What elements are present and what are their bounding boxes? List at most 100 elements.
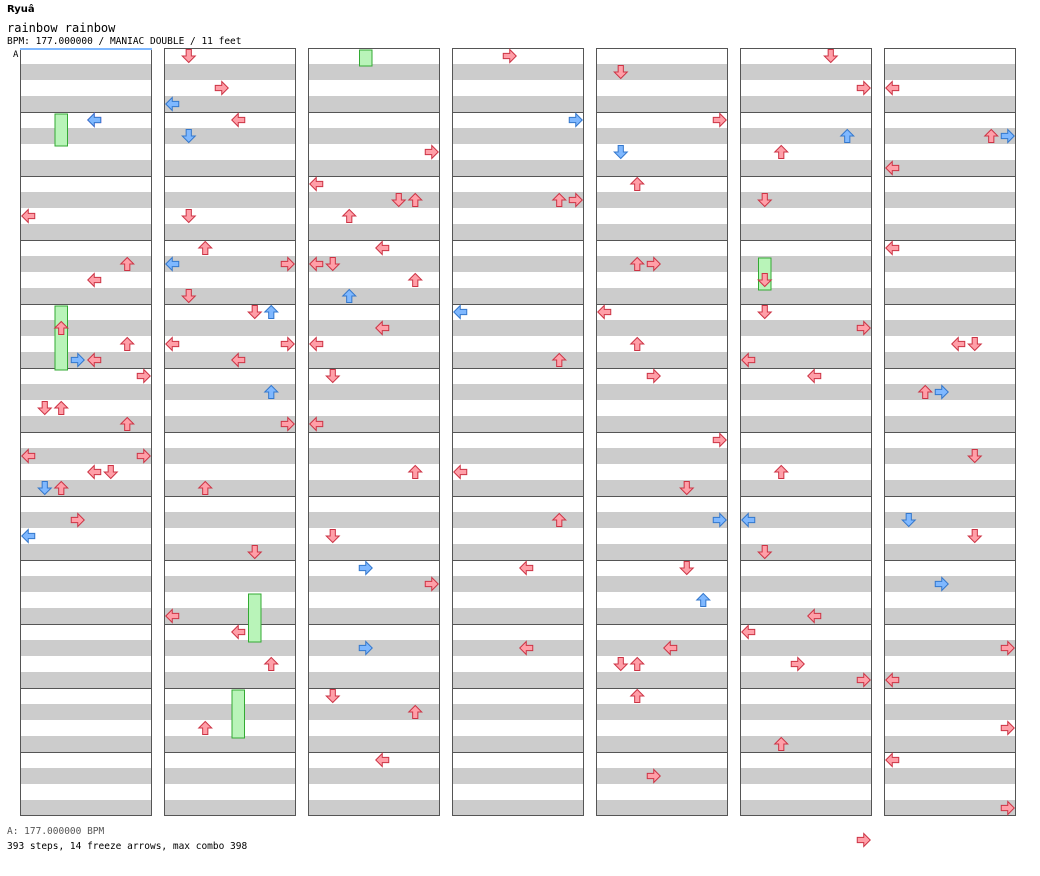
beat-row	[308, 400, 440, 416]
beat-row	[740, 560, 872, 576]
step-arrow	[263, 384, 279, 399]
step-arrow	[263, 656, 279, 671]
step-arrow	[629, 256, 645, 271]
beat-row	[164, 320, 296, 336]
step-arrow	[247, 545, 263, 560]
beat-row	[740, 752, 872, 768]
step-arrow	[885, 160, 900, 176]
column-border	[164, 48, 296, 816]
step-arrow	[375, 752, 390, 768]
beat-row	[596, 528, 728, 544]
beat-row	[452, 240, 584, 256]
step-arrow	[757, 193, 773, 208]
beat-row	[164, 704, 296, 720]
beat-row	[452, 656, 584, 672]
beat-row	[308, 704, 440, 720]
beat-row	[164, 608, 296, 624]
beat-row	[452, 736, 584, 752]
beat-row	[596, 656, 728, 672]
beat-row	[596, 768, 728, 784]
step-arrow	[341, 208, 357, 223]
beat-row	[20, 592, 152, 608]
step-arrow	[741, 352, 756, 368]
beat-row	[452, 384, 584, 400]
beat-row	[452, 320, 584, 336]
step-arrow	[757, 305, 773, 320]
step-arrow	[679, 481, 695, 496]
beat-row	[740, 336, 872, 352]
beat-row	[884, 288, 1016, 304]
beat-row	[164, 688, 296, 704]
beat-row	[452, 288, 584, 304]
beat-row	[164, 128, 296, 144]
step-arrow	[181, 129, 197, 144]
beat-row	[884, 320, 1016, 336]
beat-row	[596, 448, 728, 464]
step-arrow	[341, 288, 357, 303]
beat-row	[308, 176, 440, 192]
beat-row	[452, 400, 584, 416]
beat-row	[884, 128, 1016, 144]
beat-row	[164, 400, 296, 416]
chart-info: BPM: 177.000000 / MANIAC DOUBLE / 11 fee…	[7, 36, 242, 47]
beat-row	[20, 224, 152, 240]
beat-row	[20, 624, 152, 640]
beat-row	[884, 608, 1016, 624]
step-arrow	[21, 528, 36, 544]
beat-row	[884, 272, 1016, 288]
step-arrow	[757, 545, 773, 560]
beat-row	[740, 160, 872, 176]
beat-row	[20, 272, 152, 288]
beat-row	[164, 240, 296, 256]
bpm-marker: A	[13, 50, 19, 60]
beat-row	[740, 800, 872, 816]
beat-row	[308, 560, 440, 576]
beat-row	[596, 256, 728, 272]
beat-row	[452, 480, 584, 496]
step-arrow	[375, 320, 390, 336]
beat-row	[308, 320, 440, 336]
beat-row	[452, 112, 584, 128]
beat-row	[740, 480, 872, 496]
beat-row	[452, 672, 584, 688]
beat-row	[308, 80, 440, 96]
beat-row	[164, 720, 296, 736]
beat-row	[308, 288, 440, 304]
step-arrow	[629, 656, 645, 671]
freeze-arrow	[231, 689, 245, 739]
beat-row	[452, 528, 584, 544]
beat-row	[452, 304, 584, 320]
beat-row	[596, 608, 728, 624]
beat-row	[308, 672, 440, 688]
step-arrow	[424, 576, 439, 592]
beat-row	[452, 608, 584, 624]
beat-row	[884, 624, 1016, 640]
beat-row	[740, 288, 872, 304]
beat-row	[884, 304, 1016, 320]
beat-row	[308, 656, 440, 672]
step-arrow	[967, 529, 983, 544]
freeze-arrow	[359, 49, 373, 67]
step-arrow	[839, 128, 855, 143]
beat-row	[308, 688, 440, 704]
chart-column	[452, 48, 584, 816]
beat-row	[20, 576, 152, 592]
beat-row	[164, 304, 296, 320]
beat-row	[452, 576, 584, 592]
beat-row	[884, 80, 1016, 96]
step-arrow	[197, 720, 213, 735]
step-arrow	[901, 513, 917, 528]
beat-row	[884, 144, 1016, 160]
beat-row	[884, 224, 1016, 240]
step-arrow	[823, 49, 839, 64]
beat-row	[740, 704, 872, 720]
beat-row	[884, 768, 1016, 784]
step-arrow	[741, 624, 756, 640]
beat-row	[740, 768, 872, 784]
step-arrow	[263, 304, 279, 319]
beat-row	[884, 560, 1016, 576]
beat-row	[884, 576, 1016, 592]
beat-row	[596, 672, 728, 688]
beat-row	[884, 512, 1016, 528]
beat-row	[20, 656, 152, 672]
